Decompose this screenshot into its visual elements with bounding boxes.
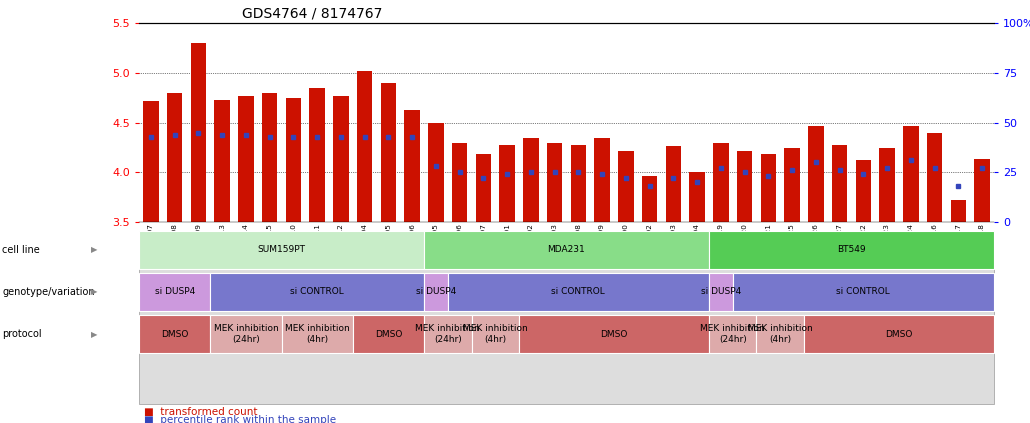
- Bar: [262, 93, 277, 222]
- Bar: [381, 83, 397, 222]
- Bar: [523, 137, 539, 222]
- Text: si DUSP4: si DUSP4: [700, 287, 741, 297]
- Text: DMSO: DMSO: [885, 330, 913, 339]
- Bar: [476, 154, 491, 222]
- Text: si DUSP4: si DUSP4: [416, 287, 456, 297]
- Bar: [689, 173, 705, 222]
- Bar: [618, 151, 633, 222]
- Bar: [713, 143, 728, 222]
- Text: MEK inhibition
(4hr): MEK inhibition (4hr): [462, 324, 527, 344]
- Bar: [951, 200, 966, 222]
- Text: ▶: ▶: [91, 330, 97, 339]
- Bar: [594, 137, 610, 222]
- Bar: [238, 96, 253, 222]
- Bar: [832, 145, 848, 222]
- Text: si CONTROL: si CONTROL: [551, 287, 606, 297]
- Text: GDS4764 / 8174767: GDS4764 / 8174767: [242, 7, 382, 21]
- Bar: [500, 145, 515, 222]
- Text: MDA231: MDA231: [548, 245, 585, 254]
- Bar: [309, 88, 324, 222]
- Text: MEK inhibition
(24hr): MEK inhibition (24hr): [213, 324, 278, 344]
- Text: cell line: cell line: [2, 244, 40, 255]
- Text: si CONTROL: si CONTROL: [836, 287, 890, 297]
- Bar: [903, 126, 919, 222]
- Text: protocol: protocol: [2, 329, 41, 339]
- Text: DMSO: DMSO: [161, 330, 188, 339]
- Text: MEK inhibition
(24hr): MEK inhibition (24hr): [415, 324, 480, 344]
- Bar: [571, 145, 586, 222]
- Bar: [736, 151, 752, 222]
- Bar: [927, 133, 942, 222]
- Bar: [809, 126, 824, 222]
- Text: DMSO: DMSO: [375, 330, 402, 339]
- Bar: [285, 98, 301, 222]
- Text: ■  transformed count: ■ transformed count: [144, 407, 258, 418]
- Text: SUM159PT: SUM159PT: [258, 245, 306, 254]
- Bar: [974, 159, 990, 222]
- Text: ▶: ▶: [91, 245, 97, 254]
- Bar: [191, 43, 206, 222]
- Text: genotype/variation: genotype/variation: [2, 287, 95, 297]
- Bar: [785, 148, 800, 222]
- Bar: [357, 71, 373, 222]
- Text: MEK inhibition
(4hr): MEK inhibition (4hr): [748, 324, 813, 344]
- Text: ■  percentile rank within the sample: ■ percentile rank within the sample: [144, 415, 337, 423]
- Text: ▶: ▶: [91, 287, 97, 297]
- Bar: [760, 154, 776, 222]
- Bar: [333, 96, 348, 222]
- Text: MEK inhibition
(24hr): MEK inhibition (24hr): [700, 324, 765, 344]
- Bar: [214, 100, 230, 222]
- Bar: [665, 146, 681, 222]
- Bar: [167, 93, 182, 222]
- Bar: [856, 160, 871, 222]
- Text: MEK inhibition
(4hr): MEK inhibition (4hr): [284, 324, 349, 344]
- Text: si CONTROL: si CONTROL: [290, 287, 344, 297]
- Text: BT549: BT549: [837, 245, 866, 254]
- Bar: [428, 123, 444, 222]
- Text: DMSO: DMSO: [600, 330, 627, 339]
- Bar: [452, 143, 468, 222]
- Bar: [143, 101, 159, 222]
- Bar: [642, 176, 657, 222]
- Bar: [547, 143, 562, 222]
- Text: si DUSP4: si DUSP4: [154, 287, 195, 297]
- Bar: [405, 110, 420, 222]
- Bar: [880, 148, 895, 222]
